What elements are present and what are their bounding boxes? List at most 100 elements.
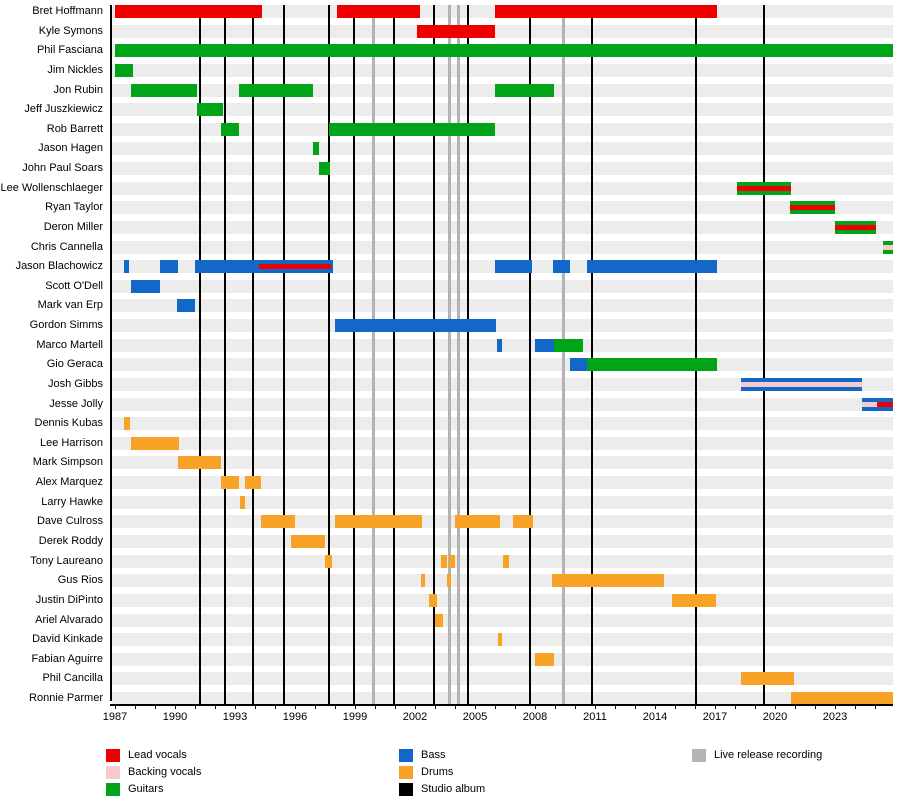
studio-album-line xyxy=(327,5,331,704)
member-label: Jim Nickles xyxy=(47,63,103,76)
x-axis-tick xyxy=(774,705,776,709)
timeline-bar-overlay xyxy=(741,381,862,387)
member-label: Bret Hoffmann xyxy=(32,5,103,17)
row-band xyxy=(112,652,893,666)
row-band xyxy=(112,495,893,509)
row-band xyxy=(112,24,893,38)
x-axis-year-label: 1990 xyxy=(162,711,188,723)
x-axis-tick xyxy=(574,705,576,709)
timeline-bar xyxy=(495,260,532,274)
timeline-bar xyxy=(319,162,330,176)
timeline-bar xyxy=(335,515,422,529)
member-label: Dave Culross xyxy=(36,515,103,528)
row-band xyxy=(112,554,893,568)
timeline-bar xyxy=(498,633,502,647)
row-band xyxy=(112,103,893,117)
x-axis-tick xyxy=(634,705,636,709)
member-labels-column: Bret Hoffmann Kyle Symons Phil Fasciana Jim… xyxy=(0,5,110,705)
timeline-bar xyxy=(672,593,716,607)
timeline-bar xyxy=(221,122,239,136)
timeline-bar xyxy=(497,338,502,352)
timeline-bar xyxy=(503,554,509,568)
row-band xyxy=(112,515,893,529)
x-axis-tick xyxy=(154,705,156,709)
studio-album-line xyxy=(392,5,396,704)
x-axis-year-label: 1987 xyxy=(102,711,128,723)
x-axis-tick xyxy=(454,705,456,709)
timeline-bar-overlay xyxy=(877,401,893,407)
timeline-bar xyxy=(131,279,160,293)
x-axis-tick xyxy=(554,705,556,709)
x-axis-tick xyxy=(254,705,256,709)
legend-item-drums: Drums xyxy=(399,765,453,779)
legend: Lead vocals Backing vocals Guitars Bass Drum… xyxy=(0,740,900,800)
member-label: Gordon Simms xyxy=(29,319,103,332)
member-label: Justin DiPinto xyxy=(35,593,103,606)
timeline-bar xyxy=(441,554,447,568)
timeline-bar-overlay xyxy=(790,205,835,211)
timeline-bar xyxy=(261,515,295,529)
member-label: Alex Marquez xyxy=(35,476,103,489)
member-label: Marco Martell xyxy=(36,338,103,351)
y-axis-line xyxy=(110,5,112,701)
member-label: Phil Fasciana xyxy=(36,44,103,57)
x-axis-tick xyxy=(414,705,416,709)
row-band xyxy=(112,456,893,470)
member-label: Rob Barrett xyxy=(46,122,103,135)
legend-label: Live release recording xyxy=(714,749,823,761)
legend-label: Backing vocals xyxy=(128,766,202,778)
studio-album-line xyxy=(352,5,356,704)
x-axis-tick xyxy=(834,705,836,709)
row-band xyxy=(112,63,893,77)
row-band xyxy=(112,377,893,391)
timeline-bar xyxy=(131,436,179,450)
live-release-line xyxy=(561,5,565,704)
timeline-bar xyxy=(131,83,197,97)
row-band xyxy=(112,397,893,411)
x-axis-tick xyxy=(274,705,276,709)
x-axis-tick xyxy=(814,705,816,709)
timeline-bar-overlay xyxy=(259,264,331,270)
row-band xyxy=(112,240,893,254)
studio-album-line xyxy=(432,5,436,704)
member-label: Tony Laureano xyxy=(30,554,103,567)
legend-item-bass: Bass xyxy=(399,748,445,762)
row-band xyxy=(112,181,893,195)
x-axis-tick xyxy=(514,705,516,709)
x-axis-tick xyxy=(314,705,316,709)
timeline-bar xyxy=(421,574,425,588)
x-axis-tick xyxy=(474,705,476,709)
timeline-bar xyxy=(313,142,319,156)
studio-album-line xyxy=(251,5,255,704)
legend-swatch-lead_vocals xyxy=(106,748,120,762)
timeline-bar xyxy=(570,358,587,372)
legend-swatch-live_release xyxy=(692,748,706,762)
x-axis-tick xyxy=(534,705,536,709)
timeline-bar xyxy=(245,476,261,490)
legend-swatch-guitars xyxy=(106,782,120,796)
x-axis-year-label: 2005 xyxy=(462,711,488,723)
timeline-bar xyxy=(178,456,221,470)
member-label: David Kinkade xyxy=(32,633,103,646)
x-axis-year-label: 2002 xyxy=(402,711,428,723)
timeline-bar xyxy=(552,574,664,588)
legend-swatch-backing_vocals xyxy=(106,765,120,779)
x-axis-tick xyxy=(594,705,596,709)
x-axis-tick xyxy=(654,705,656,709)
member-label: Josh Gibbs xyxy=(47,377,103,390)
plot-area: 1987 1990 1993 1996 1999 2002 2005 2008 2011 2014… xyxy=(103,5,893,723)
member-label: Larry Hawke xyxy=(41,495,103,508)
member-label: Dennis Kubas xyxy=(34,417,104,430)
x-axis-tick xyxy=(134,705,136,709)
member-label: Mark Simpson xyxy=(32,456,103,469)
x-axis-tick xyxy=(794,705,796,709)
row-band xyxy=(112,201,893,215)
timeline-bar xyxy=(435,613,443,627)
member-label: Jon Rubin xyxy=(53,83,103,96)
x-axis-year-label: 2011 xyxy=(583,711,607,723)
x-axis-tick xyxy=(854,705,856,709)
timeline-bar xyxy=(291,535,325,548)
timeline-bar xyxy=(124,417,130,431)
timeline-bar xyxy=(513,515,533,529)
timeline-bar xyxy=(455,515,500,529)
